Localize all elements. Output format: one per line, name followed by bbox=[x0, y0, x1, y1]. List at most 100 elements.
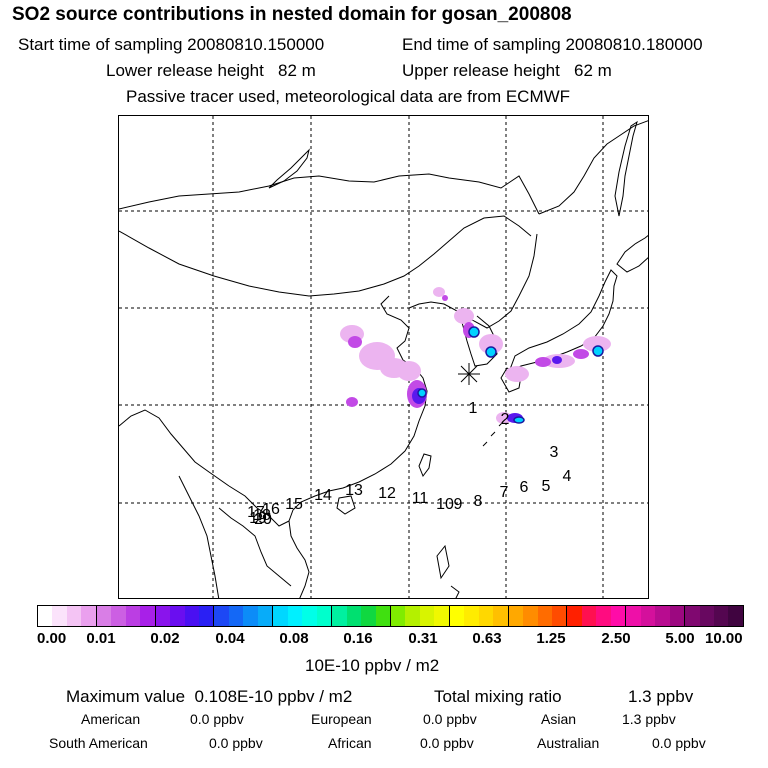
color-swatch bbox=[419, 606, 435, 626]
color-swatch bbox=[375, 606, 390, 626]
color-swatch bbox=[170, 606, 185, 626]
color-swatch bbox=[111, 606, 126, 626]
color-swatch bbox=[346, 606, 362, 626]
concentration-plume bbox=[340, 287, 611, 424]
receptor-star-icon bbox=[458, 363, 480, 385]
color-scale-bar bbox=[37, 605, 744, 627]
color-swatch bbox=[699, 606, 715, 626]
color-swatch bbox=[38, 606, 53, 626]
color-scale-segment bbox=[38, 606, 97, 626]
lower-release-height: Lower release height 82 m bbox=[106, 61, 316, 80]
source-label: 1 bbox=[468, 400, 478, 417]
color-swatch bbox=[332, 606, 347, 626]
color-swatch bbox=[361, 606, 376, 626]
source-label: 11 bbox=[411, 490, 429, 507]
scale-tick-label: 5.00 bbox=[665, 630, 695, 647]
source-label: 5 bbox=[541, 478, 551, 495]
source-label: 18 bbox=[253, 507, 271, 524]
color-swatch bbox=[655, 606, 670, 626]
end-time-label: End time of sampling 20080810.180000 bbox=[402, 35, 703, 54]
source-label: 6 bbox=[519, 479, 529, 496]
start-time-label: Start time of sampling 20080810.150000 bbox=[18, 35, 325, 54]
total-mixing-label: Total mixing ratio bbox=[434, 687, 562, 706]
color-scale-segment bbox=[626, 606, 686, 626]
color-swatch bbox=[434, 606, 449, 626]
color-swatch bbox=[316, 606, 332, 626]
color-swatch bbox=[449, 606, 465, 626]
color-swatch bbox=[199, 606, 214, 626]
scale-tick-label: 0.01 bbox=[86, 630, 116, 647]
color-swatch bbox=[669, 606, 685, 626]
color-scale-segment bbox=[332, 606, 391, 626]
color-scale-segment bbox=[390, 606, 450, 626]
asian-label: Asian bbox=[541, 711, 577, 727]
european-label: European bbox=[311, 711, 372, 727]
south-american-value: 0.0 ppbv bbox=[209, 735, 263, 751]
african-label: African bbox=[328, 735, 372, 751]
african-value: 0.0 ppbv bbox=[420, 735, 474, 751]
upper-release-height: Upper release height 62 m bbox=[402, 61, 612, 80]
scale-tick-label: 0.04 bbox=[215, 630, 245, 647]
source-label: 3 bbox=[549, 444, 559, 461]
color-swatch bbox=[537, 606, 552, 626]
map-title: SO2 source contributions in nested domai… bbox=[12, 4, 572, 25]
color-swatch bbox=[214, 606, 229, 626]
scale-tick-label: 0.63 bbox=[472, 630, 502, 647]
source-label: 4 bbox=[562, 468, 572, 485]
scale-tick-label: 2.50 bbox=[601, 630, 631, 647]
color-swatch bbox=[52, 606, 67, 626]
color-swatch bbox=[273, 606, 288, 626]
american-label: American bbox=[81, 711, 141, 727]
color-swatch bbox=[508, 606, 524, 626]
south-american-label: South American bbox=[49, 735, 148, 751]
source-label: 8 bbox=[473, 493, 483, 510]
color-swatch bbox=[551, 606, 567, 626]
australian-label: Australian bbox=[537, 735, 600, 751]
color-swatch bbox=[596, 606, 611, 626]
color-swatch bbox=[567, 606, 582, 626]
color-swatch bbox=[640, 606, 656, 626]
color-scale-segment bbox=[96, 606, 156, 626]
color-swatch bbox=[81, 606, 96, 626]
color-swatch bbox=[66, 606, 82, 626]
source-label: 17 bbox=[247, 504, 265, 521]
scale-tick-label: 0.00 bbox=[37, 630, 67, 647]
scale-tick-label: 0.02 bbox=[150, 630, 180, 647]
source-label: 14 bbox=[314, 487, 332, 504]
color-swatch bbox=[287, 606, 303, 626]
map-panel: 1 2 3 4 5 6 7 8 9 10 11 12 13 14 15 16 1… bbox=[118, 115, 649, 599]
color-swatch bbox=[728, 606, 743, 626]
color-swatch bbox=[610, 606, 626, 626]
max-value-label: Maximum value 0.108E-10 ppbv / m2 bbox=[66, 687, 353, 706]
color-swatch bbox=[302, 606, 317, 626]
scale-tick-label: 0.31 bbox=[408, 630, 438, 647]
color-swatch bbox=[125, 606, 141, 626]
scale-unit-label: 10E-10 ppbv / m2 bbox=[305, 656, 440, 675]
source-label: 15 bbox=[285, 496, 303, 513]
australian-value: 0.0 ppbv bbox=[652, 735, 706, 751]
color-swatch bbox=[228, 606, 244, 626]
source-label: 19 bbox=[249, 510, 267, 527]
american-value: 0.0 ppbv bbox=[190, 711, 244, 727]
scale-tick-label: 10.00 bbox=[705, 630, 743, 647]
source-label: 16 bbox=[262, 501, 280, 518]
tracer-note: Passive tracer used, meteorological data… bbox=[126, 87, 571, 106]
european-value: 0.0 ppbv bbox=[423, 711, 477, 727]
source-label: 12 bbox=[378, 485, 396, 502]
color-swatch bbox=[626, 606, 641, 626]
color-swatch bbox=[257, 606, 273, 626]
scale-tick-label: 1.25 bbox=[536, 630, 566, 647]
color-swatch bbox=[140, 606, 155, 626]
source-label: 20 bbox=[254, 511, 272, 528]
color-swatch bbox=[464, 606, 479, 626]
color-scale-segment bbox=[214, 606, 274, 626]
source-label: 10 bbox=[436, 496, 454, 513]
color-scale-segment bbox=[567, 606, 627, 626]
total-mixing-value: 1.3 ppbv bbox=[628, 687, 694, 706]
color-swatch bbox=[390, 606, 406, 626]
color-swatch bbox=[685, 606, 700, 626]
color-swatch bbox=[493, 606, 508, 626]
color-scale-segment bbox=[449, 606, 509, 626]
source-label: 7 bbox=[499, 484, 509, 501]
source-label: 2 bbox=[500, 411, 510, 428]
